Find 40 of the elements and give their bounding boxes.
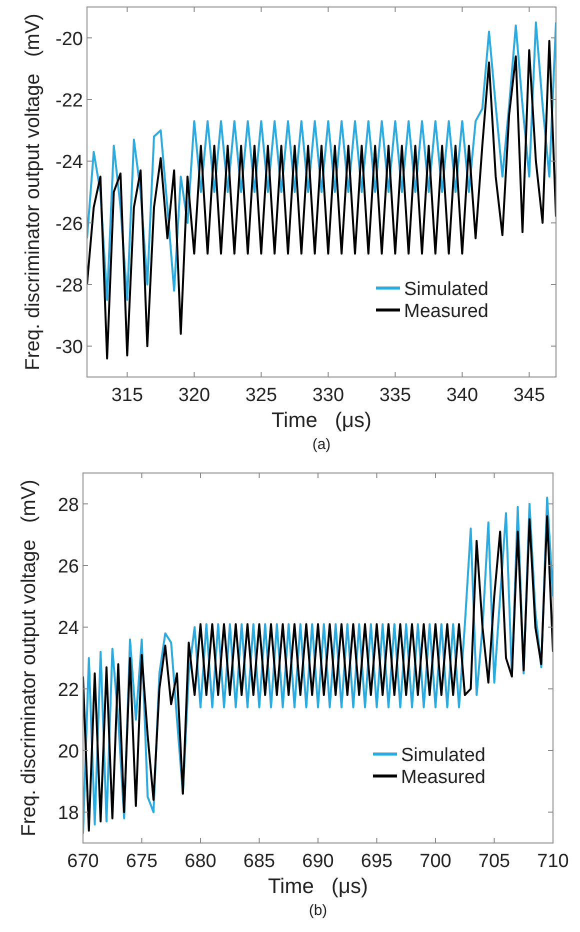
x-tick-label: 685 xyxy=(243,851,276,872)
y-tick-label: -22 xyxy=(56,90,83,112)
line-series xyxy=(87,21,556,301)
text: (a) xyxy=(312,436,331,453)
y-tick-label: 28 xyxy=(58,494,79,516)
x-tick-label: 710 xyxy=(537,851,569,872)
x-axis-title: Time (μs) xyxy=(268,875,368,898)
y-tick-label: 18 xyxy=(58,803,79,824)
y-axis-title: Freq. discriminator output voltage (mV) xyxy=(18,480,40,836)
y-tick-label: -24 xyxy=(56,152,84,174)
y-tick-label: -26 xyxy=(56,214,83,235)
x-tick-label: 345 xyxy=(513,385,546,406)
x-tick-label: 675 xyxy=(126,851,158,872)
y-axis-title: Freq. discriminator output voltage (mV) xyxy=(22,14,44,370)
x-tick-label: 690 xyxy=(302,851,334,872)
x-tick-label: 330 xyxy=(312,385,344,406)
y-tick-label: -20 xyxy=(56,28,83,50)
x-axis-title: Time (μs) xyxy=(272,409,372,432)
y-tick-label: -28 xyxy=(56,276,83,296)
x-tick-label: 695 xyxy=(360,851,393,872)
legend-label: Measured xyxy=(401,767,486,788)
x-tick-label: 320 xyxy=(178,385,210,406)
x-tick-label: 700 xyxy=(420,851,452,872)
legend-label: Simulated xyxy=(401,745,486,766)
y-tick-label: 22 xyxy=(58,680,79,701)
y-tick-label: 20 xyxy=(58,742,79,762)
y-tick-label: 26 xyxy=(58,556,79,578)
x-tick-label: 315 xyxy=(111,385,144,406)
legend-label: Simulated xyxy=(404,279,488,300)
x-tick-label: 670 xyxy=(67,851,99,872)
x-tick-label: 335 xyxy=(379,385,412,406)
legend-label: Measured xyxy=(404,301,488,322)
x-tick-label: 680 xyxy=(184,851,216,872)
x-tick-label: 325 xyxy=(245,385,278,406)
line-series xyxy=(87,40,556,360)
x-tick-label: 340 xyxy=(446,385,478,406)
x-tick-label: 705 xyxy=(478,851,510,872)
y-tick-label: 24 xyxy=(58,618,80,640)
y-tick-label: -30 xyxy=(56,337,83,358)
text: (b) xyxy=(308,902,328,919)
